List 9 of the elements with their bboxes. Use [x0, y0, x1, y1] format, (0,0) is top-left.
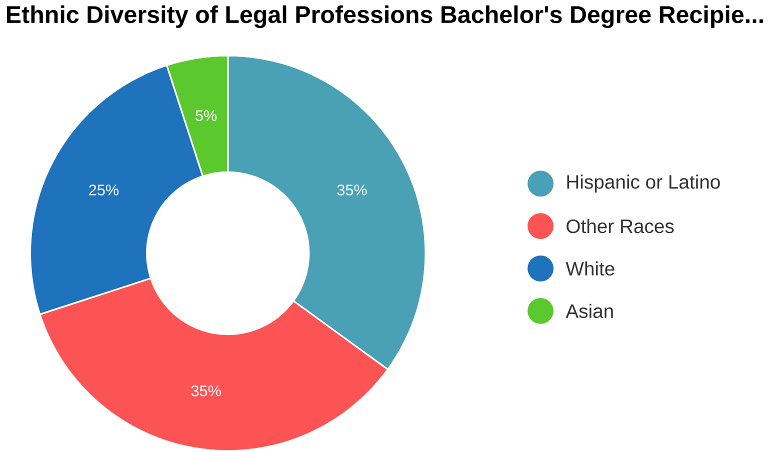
- legend-label: White: [566, 262, 614, 276]
- data-label: 5%: [196, 110, 217, 122]
- chart-title: Ethnic Diversity of Legal Professions Bachelor's Degree Recipie...: [7, 6, 763, 28]
- legend-label: Asian: [566, 304, 613, 318]
- legend-label: Other Races: [566, 219, 674, 234]
- data-label: 25%: [89, 184, 119, 196]
- data-label: 35%: [337, 184, 367, 196]
- legend-label: Hispanic or Latino: [567, 174, 720, 193]
- data-label: 35%: [191, 386, 221, 396]
